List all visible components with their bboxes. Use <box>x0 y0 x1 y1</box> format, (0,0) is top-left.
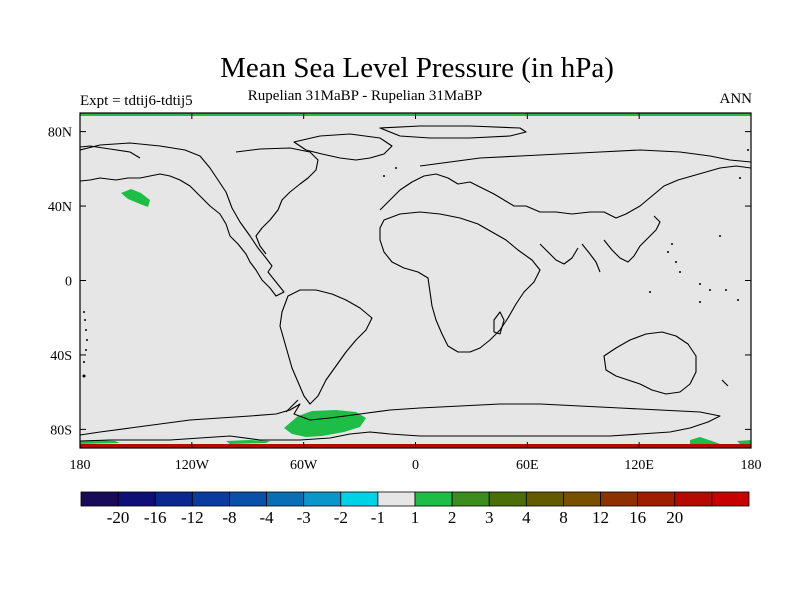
colorbar-swatch <box>117 491 156 507</box>
colorbar-label: 16 <box>629 508 646 527</box>
colorbar-label: 1 <box>411 508 420 527</box>
lat-tick-label: 40S <box>50 349 72 364</box>
colorbar-swatch <box>674 491 713 507</box>
colorbar-label: -16 <box>144 508 167 527</box>
colorbar-swatch <box>303 491 342 507</box>
lat-tick-label: 40N <box>48 200 72 215</box>
colorbar-label: 8 <box>559 508 568 527</box>
colorbar-label: 2 <box>448 508 457 527</box>
lon-tick-label: 0 <box>412 458 419 473</box>
colorbar-label: -1 <box>371 508 385 527</box>
colorbar-label: -3 <box>297 508 311 527</box>
lat-tick-label: 80S <box>50 423 72 438</box>
colorbar: -20 -16 -12 -8 -4 -3 -2 -1 1 2 3 4 8 12 16 20 <box>80 491 750 527</box>
colorbar-swatch <box>266 491 305 507</box>
colorbar-label: 4 <box>522 508 531 527</box>
colorbar-label: 3 <box>485 508 494 527</box>
lon-tick-label: 120W <box>175 458 210 473</box>
colorbar-swatch <box>414 491 453 507</box>
plot-title: Mean Sea Level Pressure (in hPa) <box>220 52 614 84</box>
colorbar-label: -20 <box>107 508 130 527</box>
colorbar-swatch <box>191 491 230 507</box>
colorbar-swatch <box>229 491 267 507</box>
experiment-label: Expt = tdtij6-tdtij5 <box>80 93 193 109</box>
season-label: ANN <box>719 91 753 107</box>
colorbar-swatch <box>637 491 676 507</box>
colorbar-label: 20 <box>666 508 683 527</box>
lat-axis: 80N 40N 0 40S 80S <box>48 126 751 438</box>
colorbar-swatch <box>711 491 750 507</box>
coastlines <box>80 125 751 442</box>
lon-tick-label: 180 <box>741 458 762 473</box>
lat-tick-label: 80N <box>48 126 72 141</box>
colorbar-swatch <box>377 491 416 507</box>
colorbar-label: -8 <box>222 508 236 527</box>
colorbar-label: -4 <box>259 508 274 527</box>
island-dots <box>82 149 749 378</box>
lon-tick-label: 180 <box>70 458 91 473</box>
lon-tick-label: 120E <box>624 458 654 473</box>
lon-tick-label: 60E <box>516 458 539 473</box>
lat-tick-label: 0 <box>65 275 72 290</box>
lon-axis: 180 120W 60W 0 60E 120E 180 <box>70 113 762 473</box>
colorbar-swatch <box>600 491 639 507</box>
colorbar-swatch <box>80 491 119 507</box>
colorbar-swatch <box>154 491 193 507</box>
colorbar-swatch <box>340 491 379 507</box>
colorbar-swatch <box>563 491 601 507</box>
colorbar-label: -2 <box>334 508 348 527</box>
map-background <box>80 113 751 448</box>
lon-tick-label: 60W <box>290 458 318 473</box>
colorbar-swatch <box>451 491 490 507</box>
colorbar-label: -12 <box>181 508 204 527</box>
colorbar-label: 12 <box>592 508 609 527</box>
plot-subtitle: Rupelian 31MaBP - Rupelian 31MaBP <box>247 88 483 104</box>
colorbar-swatch <box>525 491 564 507</box>
colorbar-swatch <box>488 491 527 507</box>
